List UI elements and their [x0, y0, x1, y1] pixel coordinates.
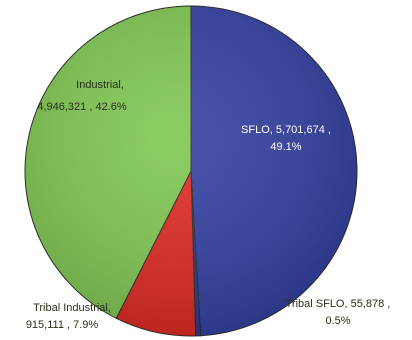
data-label-sflo-line2: 49.1%: [270, 141, 301, 153]
data-label-tribal-industrial-line1: Tribal Industrial,: [33, 302, 111, 314]
data-label-tribal-industrial: Tribal Industrial, 915,111 , 7.9%: [26, 302, 111, 331]
data-label-industrial: Industrial, 4,946,321 , 42.6%: [37, 79, 127, 113]
data-label-tribal-sflo-line2: 0.5%: [325, 315, 350, 327]
data-label-industrial-line1: Industrial,: [76, 79, 124, 91]
data-label-tribal-sflo-line1: Tribal SFLO, 55,878 ,: [286, 298, 391, 310]
data-label-tribal-sflo: Tribal SFLO, 55,878 , 0.5%: [286, 298, 391, 327]
data-label-sflo-line1: SFLO, 5,701,674 ,: [241, 124, 331, 136]
pie-slices: [24, 5, 358, 337]
pie-slice-sflo: [190, 5, 358, 337]
data-label-sflo: SFLO, 5,701,674 , 49.1%: [241, 124, 331, 153]
data-label-tribal-industrial-line2: 915,111 , 7.9%: [26, 319, 99, 331]
data-label-industrial-line2: 4,946,321 , 42.6%: [37, 101, 127, 113]
